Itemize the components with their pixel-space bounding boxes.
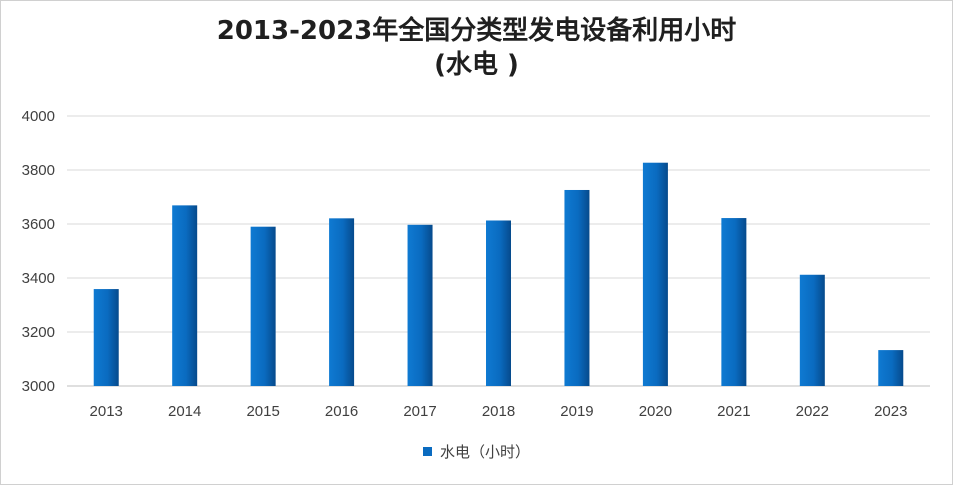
y-tick-label: 3400 <box>22 270 55 287</box>
bar-2016 <box>329 218 355 386</box>
y-tick-label: 3200 <box>22 324 55 341</box>
legend-swatch <box>422 447 432 456</box>
bar-2022 <box>799 274 825 386</box>
x-tick-label: 2019 <box>560 403 593 420</box>
chart-title: 2013-2023年全国分类型发电设备利用小时 <box>216 16 737 46</box>
x-tick-label: 2018 <box>482 403 515 420</box>
bar-2020 <box>642 162 668 386</box>
x-tick-label: 2020 <box>639 403 672 420</box>
bar-2023 <box>878 350 904 386</box>
y-tick-label: 3800 <box>22 162 55 179</box>
bar-2015 <box>250 226 276 386</box>
bar-2018 <box>486 220 511 386</box>
x-tick-label: 2023 <box>874 403 907 420</box>
chart-subtitle: (水电 ) <box>434 50 519 80</box>
y-tick-label: 3600 <box>22 216 55 233</box>
x-tick-label: 2016 <box>325 403 358 420</box>
y-tick-label: 3000 <box>22 378 55 395</box>
x-tick-label: 2022 <box>796 403 829 420</box>
x-tick-label: 2013 <box>90 403 123 420</box>
x-tick-label: 2017 <box>403 403 436 420</box>
y-tick-label: 4000 <box>22 108 55 125</box>
legend-label: 水电（小时） <box>439 443 530 461</box>
chart-title-block: 2013-2023年全国分类型发电设备利用小时 (水电 ) <box>0 14 953 82</box>
x-tick-label: 2015 <box>246 403 279 420</box>
x-tick-label: 2014 <box>168 403 201 420</box>
bar-2013 <box>93 289 119 386</box>
x-tick-label: 2021 <box>717 403 750 420</box>
bar-2017 <box>407 224 433 386</box>
bar-2014 <box>172 205 198 386</box>
bar-2019 <box>564 189 590 386</box>
bar-2021 <box>721 218 747 386</box>
legend: 水电（小时） <box>0 441 953 462</box>
